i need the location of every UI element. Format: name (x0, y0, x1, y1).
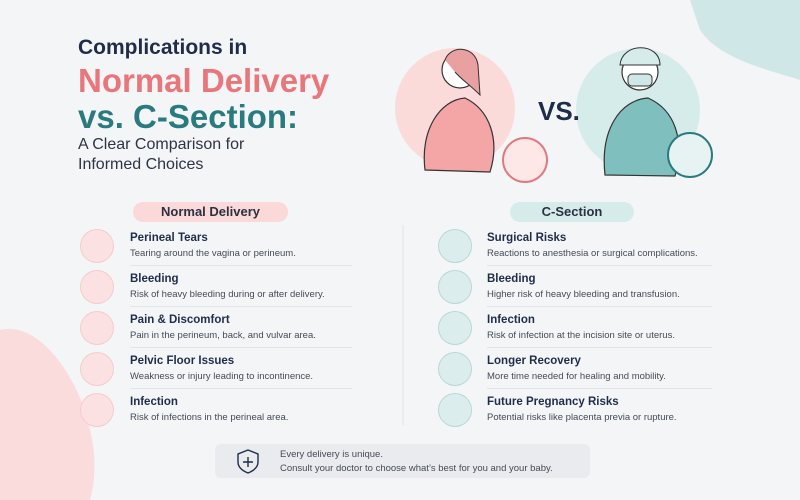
column-heading: Normal Delivery (133, 202, 288, 222)
separator (487, 265, 712, 266)
item-icon (80, 393, 114, 427)
item-text: Risk of infection at the incision site o… (487, 330, 675, 341)
separator (130, 306, 352, 307)
item-title: Infection (487, 314, 535, 326)
item-icon (80, 229, 114, 263)
title-line: Normal Delivery (78, 62, 330, 99)
item-icon (80, 352, 114, 386)
item-title: Pelvic Floor Issues (130, 355, 235, 367)
item-text: Risk of heavy bleeding during or after d… (130, 289, 325, 300)
item-text: Potential risks like placenta previa or … (487, 412, 677, 423)
subtitle: A Clear Comparison for (78, 136, 245, 153)
separator (130, 265, 352, 266)
footer-text: Consult your doctor to choose what’s bes… (280, 463, 553, 474)
item-title: Longer Recovery (487, 355, 581, 367)
item-icon (438, 393, 472, 427)
item-title: Bleeding (487, 273, 536, 285)
item-text: Weakness or injury leading to incontinen… (130, 371, 314, 382)
item-title: Pain & Discomfort (130, 314, 230, 326)
item-title: Bleeding (130, 273, 179, 285)
item-title: Perineal Tears (130, 232, 208, 244)
item-text: Higher risk of heavy bleeding and transf… (487, 289, 680, 300)
subtitle: Informed Choices (78, 156, 204, 173)
separator (487, 306, 712, 307)
title-line: vs. C-Section: (78, 98, 299, 135)
vs-label: VS. (538, 96, 580, 126)
item-text: Tearing around the vagina or perineum. (130, 248, 296, 259)
separator (130, 347, 352, 348)
separator (487, 347, 712, 348)
footer-text: Every delivery is unique. (280, 449, 383, 460)
item-icon (438, 311, 472, 345)
separator (130, 388, 352, 389)
item-title: Future Pregnancy Risks (487, 396, 619, 408)
item-text: Reactions to anesthesia or surgical comp… (487, 248, 698, 259)
item-icon (438, 352, 472, 386)
item-text: Pain in the perineum, back, and vulvar a… (130, 330, 316, 341)
item-icon (438, 229, 472, 263)
item-text: Risk of infections in the perineal area. (130, 412, 289, 423)
column-heading: C-Section (510, 202, 634, 222)
item-title: Surgical Risks (487, 232, 567, 244)
item-icon (80, 311, 114, 345)
item-icon (80, 270, 114, 304)
item-icon (438, 270, 472, 304)
separator (487, 388, 712, 389)
title-line: Complications in (78, 36, 248, 59)
item-text: More time needed for healing and mobilit… (487, 371, 666, 382)
item-title: Infection (130, 396, 178, 408)
